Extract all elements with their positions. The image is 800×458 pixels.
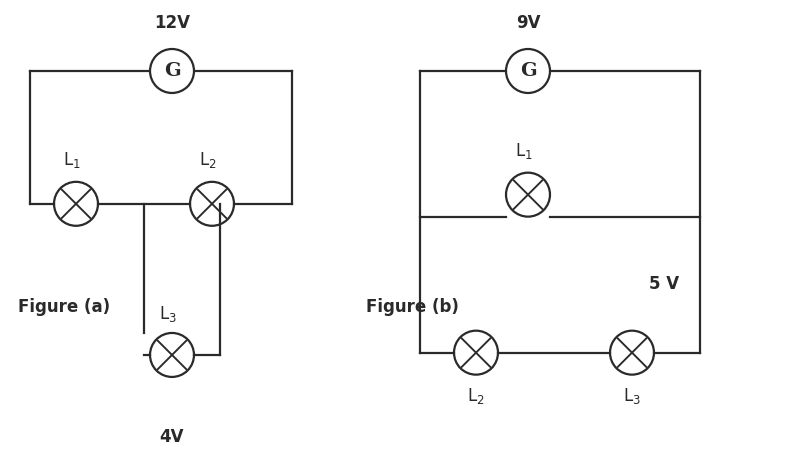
Text: 9V: 9V — [516, 14, 540, 32]
Text: $\mathrm{L}_3$: $\mathrm{L}_3$ — [159, 304, 177, 324]
Text: 4V: 4V — [160, 428, 184, 447]
Text: $\mathrm{L}_2$: $\mathrm{L}_2$ — [199, 150, 217, 170]
Text: $\mathrm{L}_1$: $\mathrm{L}_1$ — [515, 141, 533, 161]
Text: Figure (a): Figure (a) — [18, 298, 110, 316]
Ellipse shape — [506, 49, 550, 93]
Text: 12V: 12V — [154, 14, 190, 32]
Text: $\mathrm{L}_3$: $\mathrm{L}_3$ — [623, 386, 641, 406]
Text: G: G — [520, 62, 536, 80]
Text: 5 V: 5 V — [649, 275, 679, 293]
Text: G: G — [164, 62, 180, 80]
Text: $\mathrm{L}_1$: $\mathrm{L}_1$ — [63, 150, 81, 170]
Text: Figure (b): Figure (b) — [366, 298, 458, 316]
Text: $\mathrm{L}_2$: $\mathrm{L}_2$ — [467, 386, 485, 406]
Ellipse shape — [150, 49, 194, 93]
